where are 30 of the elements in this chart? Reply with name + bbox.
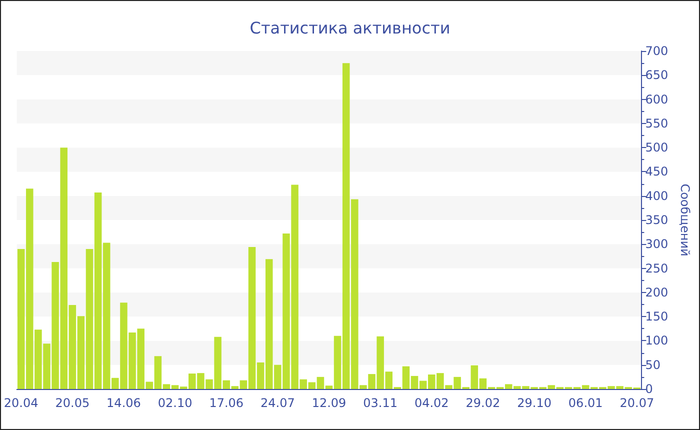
x-tick-label: 29.10	[517, 396, 552, 410]
y-tick-label: 50	[645, 358, 660, 372]
chart-title: Статистика активности	[250, 18, 450, 38]
x-tick-label: 24.07	[260, 396, 295, 410]
x-tick-label: 20.07	[620, 396, 654, 410]
x-tick-label: 17.06	[209, 396, 244, 410]
x-tick-label: 14.06	[106, 396, 141, 410]
y-tick-label: 100	[645, 334, 668, 348]
y-tick-label: 650	[645, 68, 668, 82]
y-tick-label: 150	[645, 310, 668, 324]
y-tick-label: 500	[645, 140, 668, 155]
x-tick-label: 06.01	[568, 396, 603, 410]
y-tick-label: 250	[645, 261, 668, 276]
x-tick-label: 02.10	[158, 396, 192, 410]
y-tick-label: 350	[645, 213, 668, 227]
x-tick-label: 20.05	[55, 396, 90, 410]
y-tick-label: 700	[645, 44, 668, 58]
x-tick-label: 20.04	[4, 396, 38, 410]
y-axis-title: Сообщений	[678, 184, 692, 256]
y-tick-label: 550	[645, 116, 668, 130]
y-tick-label: 400	[645, 188, 668, 203]
y-tick-label: 200	[645, 285, 668, 300]
y-tick-label: 0	[645, 382, 653, 396]
y-tick-label: 600	[645, 92, 668, 106]
x-tick-label: 03.11	[363, 396, 398, 410]
x-tick-label: 04.02	[414, 396, 449, 410]
y-tick-label: 450	[645, 164, 668, 179]
y-tick-label: 300	[645, 237, 668, 252]
x-tick-label: 29.02	[466, 396, 500, 410]
x-tick-label: 12.09	[312, 396, 346, 410]
